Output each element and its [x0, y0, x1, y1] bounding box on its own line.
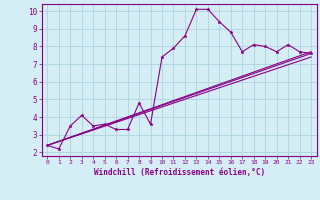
- X-axis label: Windchill (Refroidissement éolien,°C): Windchill (Refroidissement éolien,°C): [94, 168, 265, 177]
